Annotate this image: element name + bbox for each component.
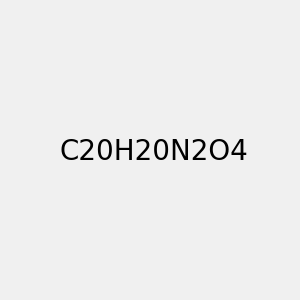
- Text: C20H20N2O4: C20H20N2O4: [59, 137, 248, 166]
